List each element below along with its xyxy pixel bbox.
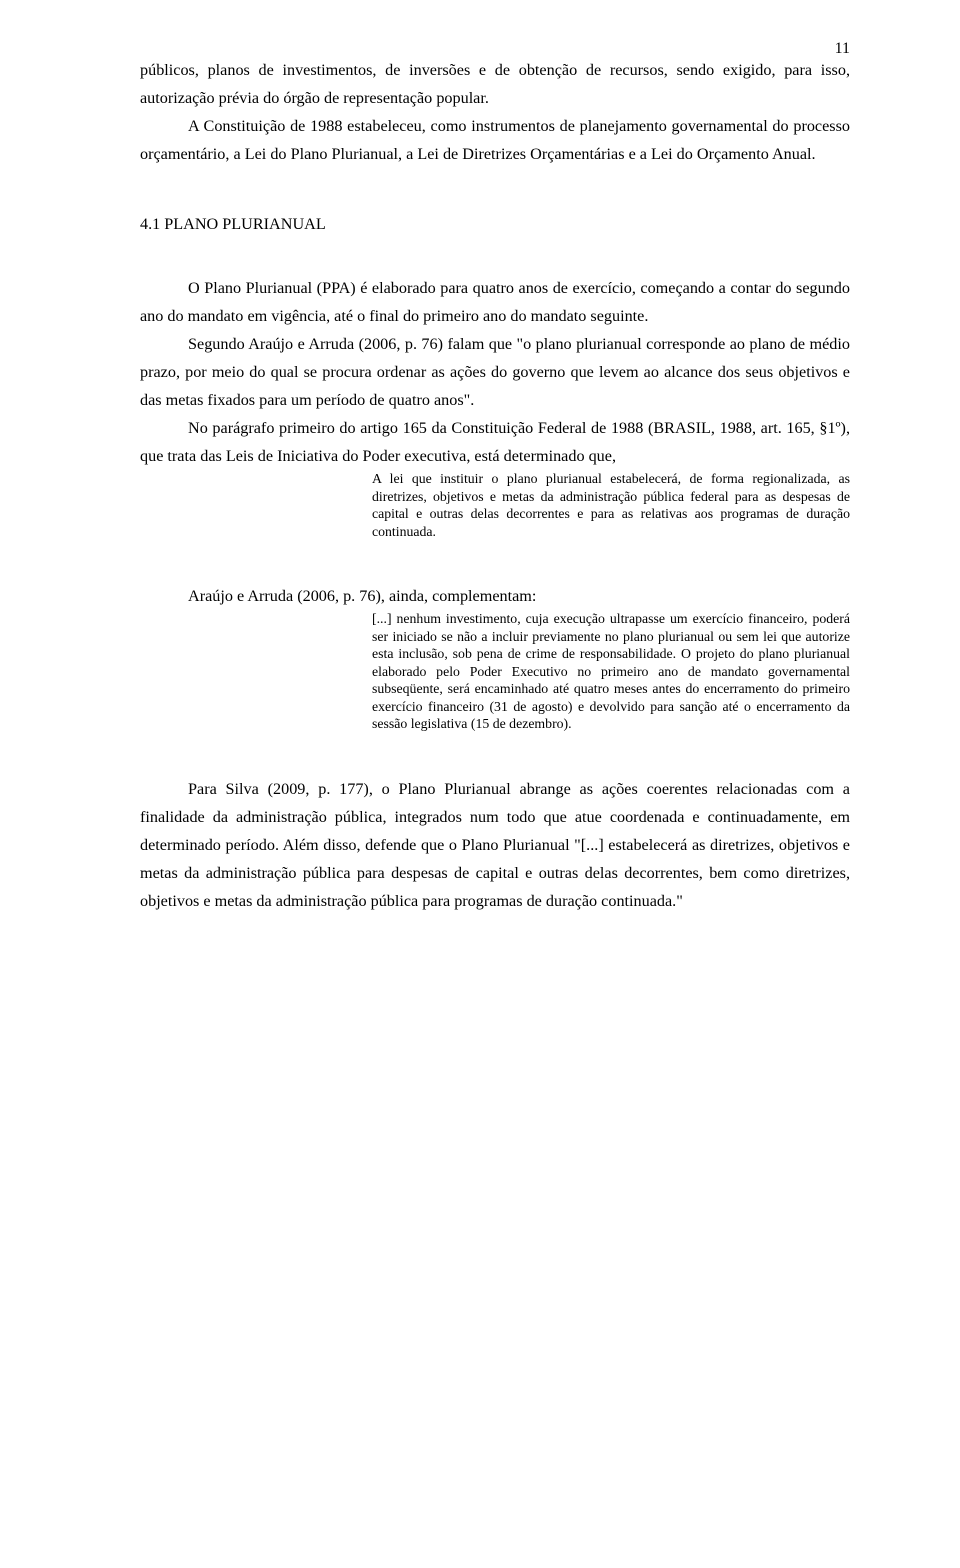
paragraph-1: públicos, planos de investimentos, de in… xyxy=(140,56,850,112)
paragraph-5: No parágrafo primeiro do artigo 165 da C… xyxy=(140,414,850,470)
section-heading: 4.1 PLANO PLURIANUAL xyxy=(140,210,850,238)
paragraph-4: Segundo Araújo e Arruda (2006, p. 76) fa… xyxy=(140,330,850,414)
paragraph-7: Para Silva (2009, p. 177), o Plano Pluri… xyxy=(140,775,850,915)
blockquote-1: A lei que instituir o plano plurianual e… xyxy=(372,470,850,540)
page-number: 11 xyxy=(835,40,850,58)
blockquote-2: [...] nenhum investimento, cuja execução… xyxy=(372,610,850,733)
paragraph-3: O Plano Plurianual (PPA) é elaborado par… xyxy=(140,274,850,330)
document-page: 11 públicos, planos de investimentos, de… xyxy=(0,0,960,1568)
paragraph-6: Araújo e Arruda (2006, p. 76), ainda, co… xyxy=(140,582,850,610)
paragraph-2: A Constituição de 1988 estabeleceu, como… xyxy=(140,112,850,168)
